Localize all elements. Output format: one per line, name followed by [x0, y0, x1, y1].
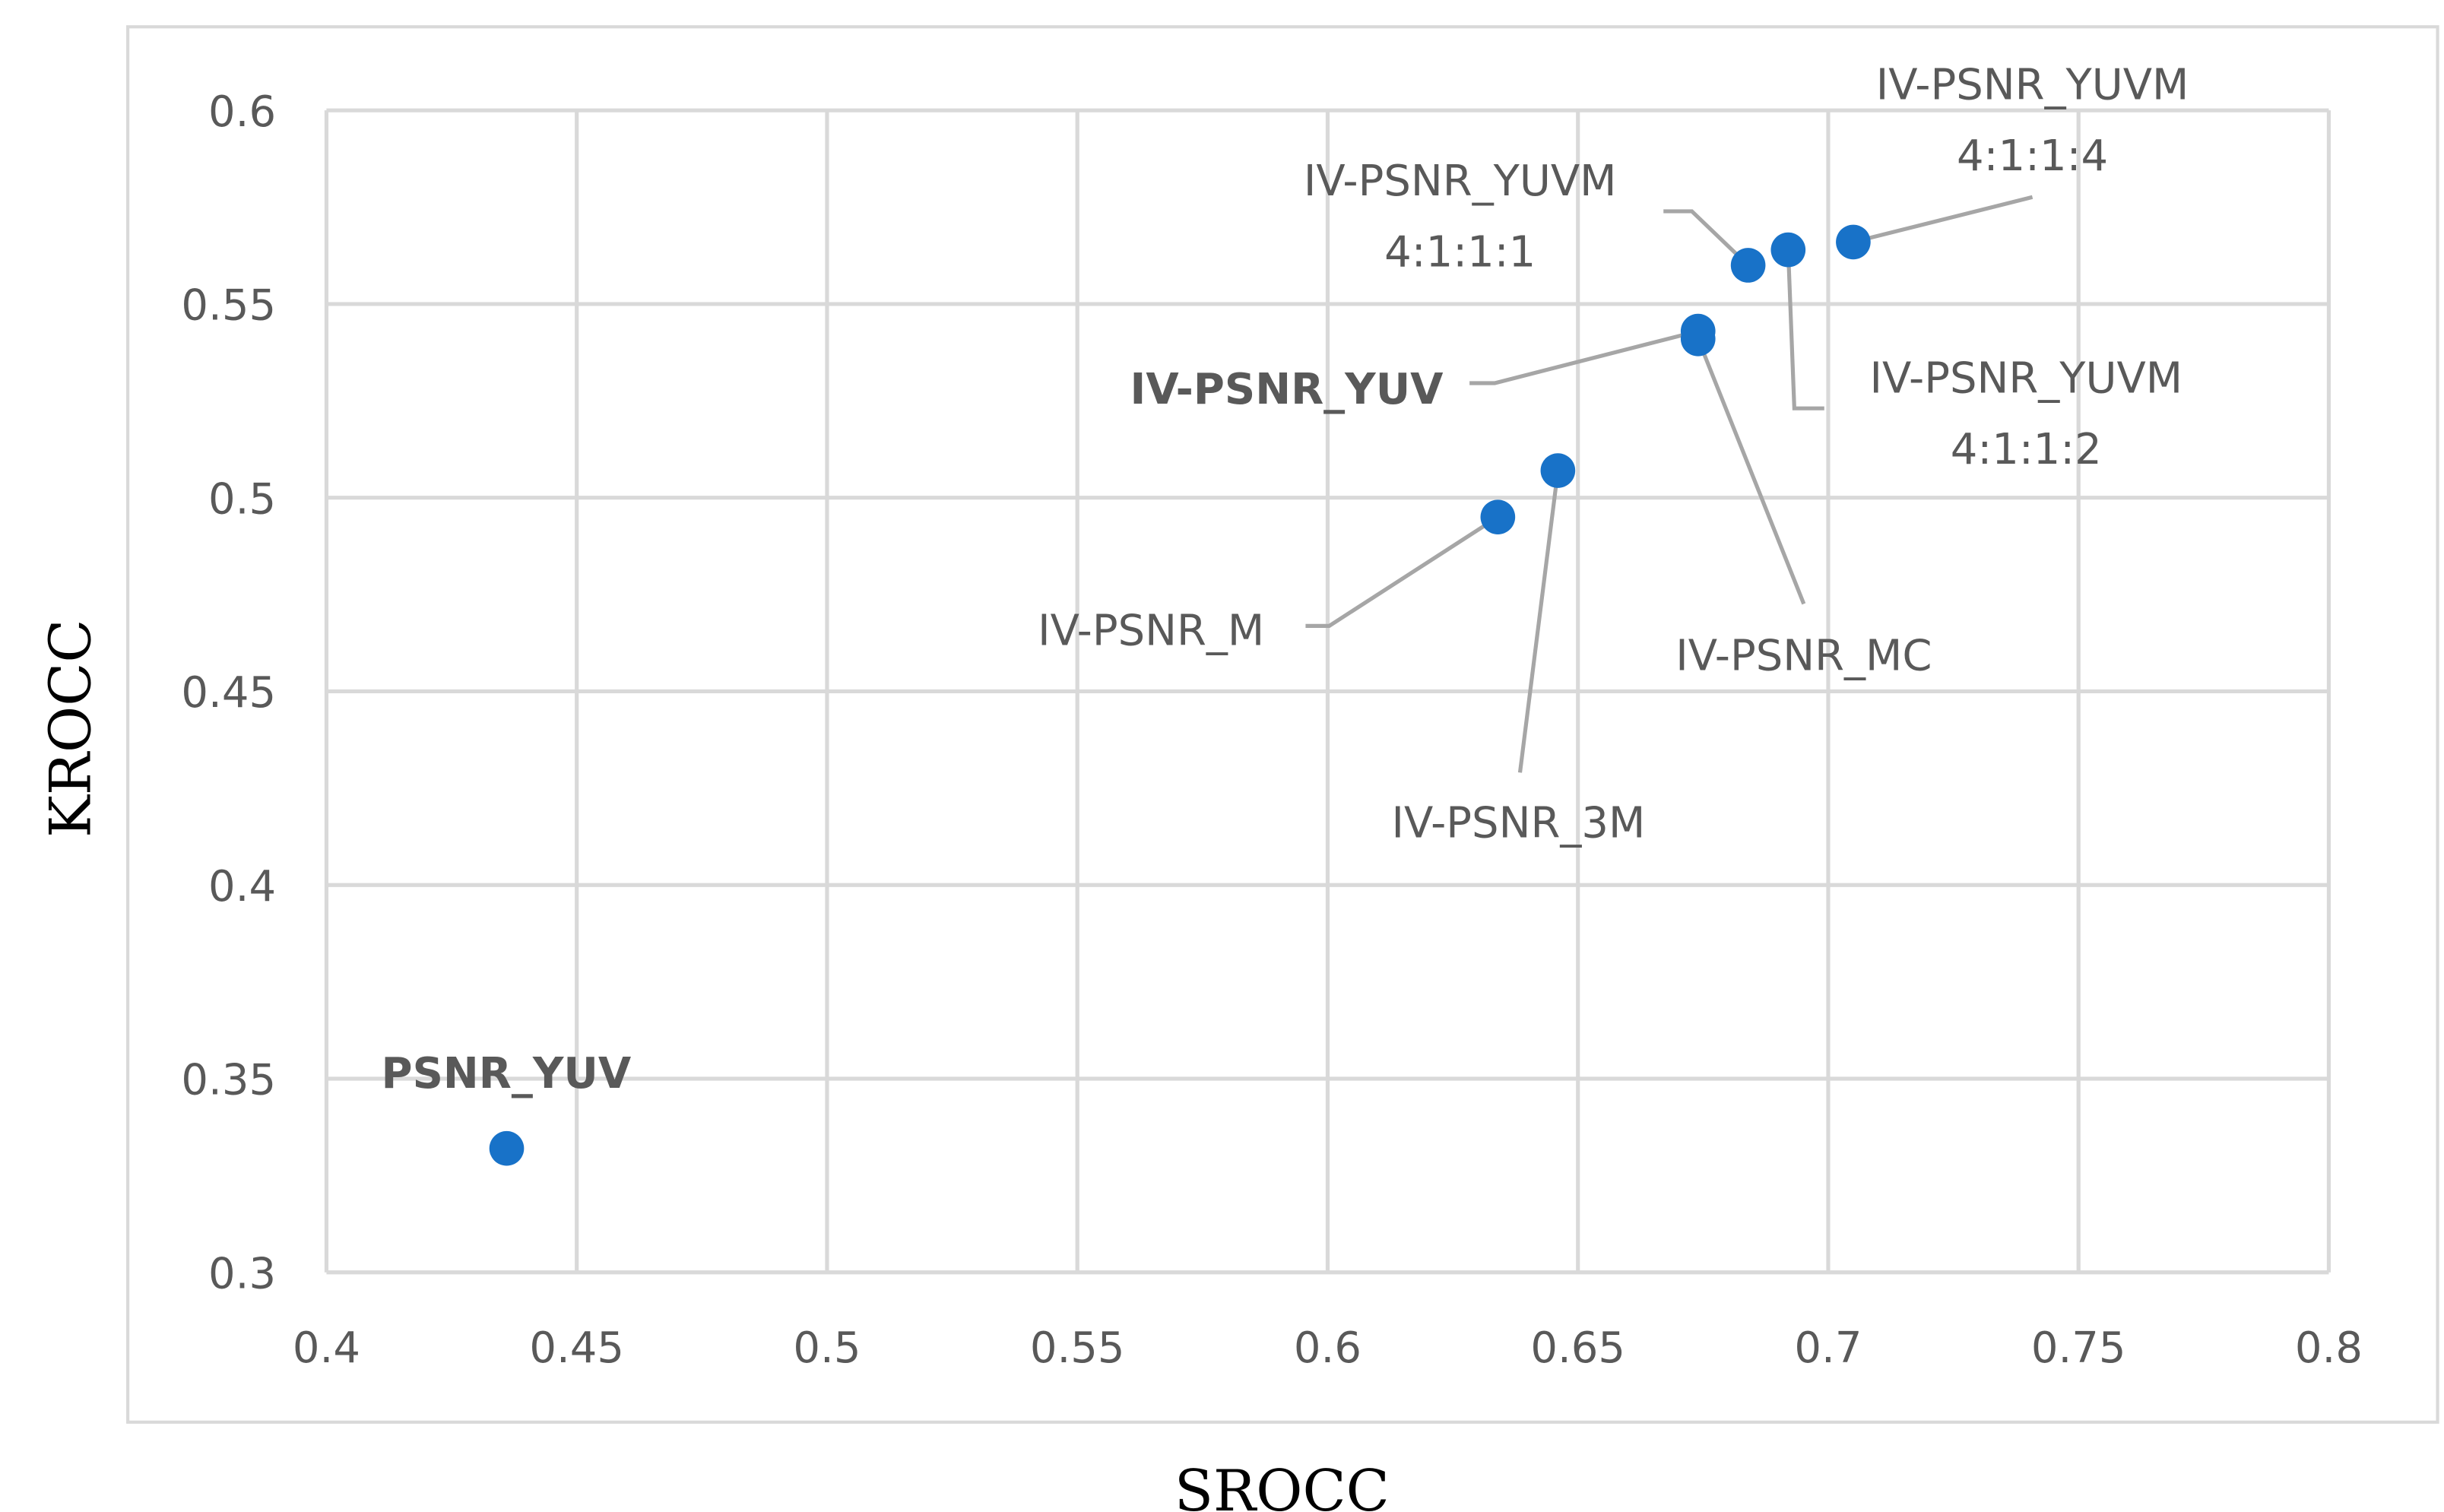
leader-line — [1786, 249, 1824, 410]
x-tick-label: 0.45 — [529, 1323, 624, 1373]
data-label: IV-PSNR_YUVM — [1876, 61, 2189, 110]
data-label: IV-PSNR_3M — [1392, 798, 1646, 848]
y-tick-label: 0.35 — [181, 1056, 276, 1105]
x-tick-label: 0.55 — [1030, 1323, 1125, 1373]
x-tick-label: 0.6 — [1294, 1323, 1361, 1373]
y-tick-label: 0.5 — [208, 474, 276, 524]
leader-line — [1469, 329, 1699, 385]
x-axis-label: SROCC — [1174, 1458, 1390, 1512]
data-label: 4:1:1:2 — [1951, 425, 2102, 474]
leader-line — [1696, 338, 1806, 605]
data-label: PSNR_YUV — [382, 1049, 632, 1098]
y-axis-label: KROCC — [37, 619, 103, 837]
chart-border — [126, 25, 2439, 1424]
leader-line — [1517, 470, 1560, 773]
data-point — [489, 1130, 525, 1166]
y-tick-label: 0.55 — [181, 281, 276, 331]
data-label: 4:1:1:4 — [1957, 132, 2108, 181]
data-label: IV-PSNR_YUV — [1130, 365, 1444, 414]
y-tick-label: 0.6 — [208, 87, 276, 137]
data-point — [1836, 224, 1871, 260]
data-point — [1680, 321, 1716, 357]
data-point — [1540, 453, 1576, 488]
x-tick-label: 0.75 — [2031, 1323, 2126, 1373]
data-label: IV-PSNR_YUVM — [1869, 353, 2182, 403]
leader-line — [1663, 209, 1750, 267]
x-tick-label: 0.4 — [293, 1323, 360, 1373]
data-label: IV-PSNR_M — [1038, 606, 1264, 655]
leader-line — [1305, 515, 1499, 628]
leader-line — [1853, 195, 2033, 244]
data-label: IV-PSNR_YUVM — [1304, 157, 1617, 206]
x-tick-label: 0.5 — [793, 1323, 861, 1373]
y-tick-label: 0.4 — [208, 862, 276, 911]
y-tick-label: 0.3 — [208, 1249, 276, 1298]
data-point — [1480, 499, 1516, 534]
data-label: IV-PSNR_MC — [1675, 631, 1932, 680]
data-point — [1730, 248, 1766, 283]
data-point — [1770, 232, 1806, 268]
x-tick-label: 0.65 — [1530, 1323, 1625, 1373]
x-tick-label: 0.8 — [2295, 1323, 2363, 1373]
data-label: 4:1:1:1 — [1384, 228, 1536, 277]
x-tick-label: 0.7 — [1794, 1323, 1862, 1373]
y-tick-label: 0.45 — [181, 668, 276, 718]
